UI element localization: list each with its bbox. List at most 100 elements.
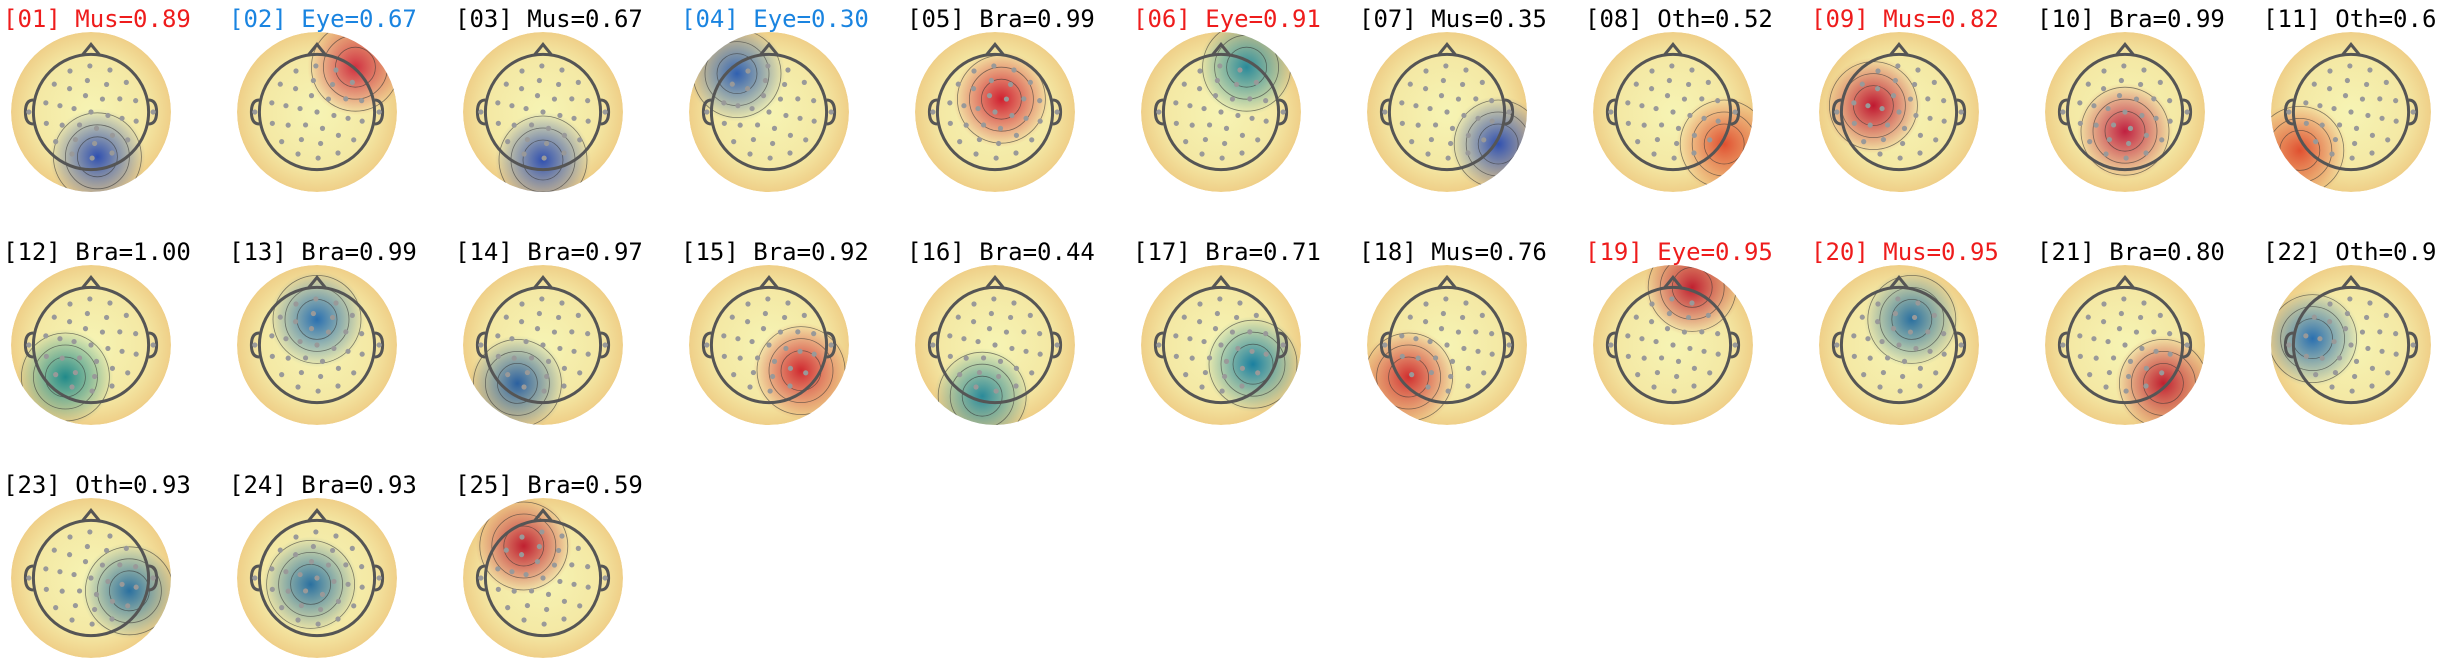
topomap [689,32,849,192]
electrode [2153,348,2159,354]
electrode [2091,336,2097,342]
electrode [1229,329,1236,335]
electrode [1901,125,1908,131]
electrode [536,543,542,550]
electrode [544,373,550,380]
electrode [787,365,794,371]
electrode [585,331,591,337]
electrode [524,136,531,143]
electrode [2313,372,2319,378]
electrode [2143,150,2149,156]
electrode [781,314,788,321]
electrode [585,351,591,357]
electrode [1625,353,1631,359]
electrode [252,342,258,348]
activation-blob [81,542,171,639]
electrode [1900,140,1906,147]
electrode [1181,81,1187,87]
electrode [1214,77,1220,84]
nose [2114,275,2136,290]
electrode [1219,155,1225,161]
electrode [1879,105,1885,112]
electrode [1639,336,1645,342]
electrode [1237,300,1243,306]
component: [11] Oth=0.67 [2263,5,2438,192]
electrode [92,373,98,380]
electrode [43,566,49,572]
electrode [1181,314,1187,320]
electrode [269,333,275,339]
nose [532,275,554,290]
electrode [577,603,583,609]
electrode [1196,319,1203,325]
electrode [349,312,355,318]
electrode [1475,115,1481,121]
electrode [1907,329,1914,335]
electrode [970,319,977,325]
activation-blob [1676,96,1753,192]
electrode [93,125,100,131]
electrode [51,547,57,553]
electrode [1917,383,1923,389]
head-outline [483,518,603,638]
ear-left [1831,98,1842,126]
component: [03] Mus=0.67 [455,5,643,192]
electrode [150,109,156,115]
electrode [125,370,131,376]
electrode [509,336,515,342]
ear-left [1379,331,1390,359]
electrode [1641,122,1647,128]
electrode [729,314,735,320]
electrode [1861,139,1867,145]
electrode [571,348,577,354]
contour [2142,362,2184,404]
electrode [795,96,801,102]
ear-left [1379,98,1390,126]
ear-left [1831,331,1842,359]
electrode [329,314,336,321]
electrode [1448,140,1454,147]
electrode [781,81,788,88]
electrode [92,140,98,147]
electrode [1925,329,1931,335]
electrode [2106,136,2113,143]
electrode [2184,109,2190,115]
electrode [2393,351,2399,357]
electrode [1443,63,1449,69]
electrode [1459,81,1466,88]
ear-right [2182,331,2193,359]
electrode [955,81,961,87]
electrode [335,365,342,371]
electrode [2139,112,2145,119]
electrode [1895,63,1901,69]
electrode [1653,105,1659,112]
electrode [1896,342,1902,348]
electrode [351,137,357,143]
ear-right [826,98,837,126]
component: [06] Eye=0.91 [1133,5,1321,192]
electrode [1701,115,1707,121]
electrode [1422,86,1429,92]
contour [1226,46,1267,88]
electrode [1917,150,1923,156]
component-title: [08] Oth=0.52 [1585,5,1773,33]
electrode [1189,355,1195,361]
electrode [1263,98,1269,104]
electrode [107,67,113,73]
electrode [1280,109,1286,115]
electrode [2105,105,2111,112]
electrode [133,98,139,104]
electrode [495,586,501,592]
electrode [2091,103,2097,109]
electrode [2159,370,2165,376]
nose [2340,275,2362,290]
ear-right [1278,98,1289,126]
electrode [69,617,75,623]
electrode [343,329,349,335]
ear-right [2408,331,2419,359]
electrode [302,122,309,128]
electrode [308,326,315,332]
electrode [1473,96,1479,102]
electrode [575,312,581,318]
electrode [1489,331,1495,337]
